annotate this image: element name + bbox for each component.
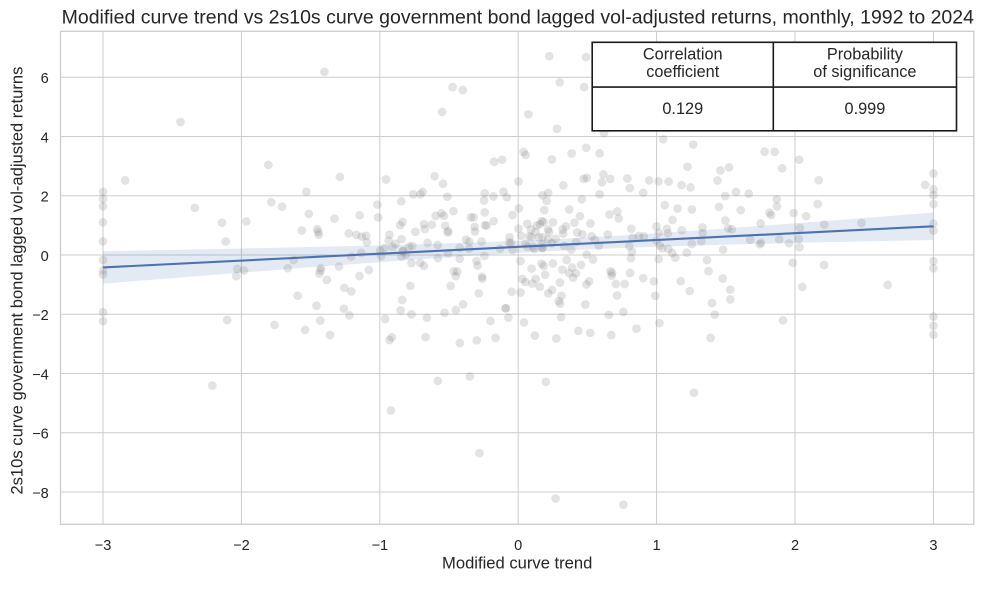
svg-text:0.999: 0.999: [845, 100, 886, 118]
svg-text:−6: −6: [32, 427, 49, 443]
svg-text:−1: −1: [371, 538, 388, 554]
svg-text:Correlation: Correlation: [643, 46, 723, 64]
svg-text:−4: −4: [32, 367, 49, 383]
svg-text:of significance: of significance: [813, 63, 916, 81]
svg-text:2s10s curve government bond la: 2s10s curve government bond lagged vol-a…: [7, 67, 26, 495]
svg-text:Modified curve trend vs 2s10s: Modified curve trend vs 2s10s curve gove…: [62, 6, 974, 28]
svg-text:0: 0: [514, 538, 522, 554]
svg-text:−8: −8: [32, 486, 49, 502]
svg-text:−2: −2: [32, 308, 49, 324]
svg-text:2: 2: [791, 538, 799, 554]
svg-text:6: 6: [41, 71, 49, 87]
svg-text:Modified curve trend: Modified curve trend: [442, 553, 592, 572]
svg-text:1: 1: [653, 538, 661, 554]
svg-text:2: 2: [41, 190, 49, 206]
svg-text:coefficient: coefficient: [646, 63, 719, 81]
svg-text:4: 4: [41, 130, 49, 146]
svg-text:−3: −3: [95, 538, 112, 554]
svg-text:−2: −2: [233, 538, 250, 554]
svg-text:0.129: 0.129: [662, 100, 703, 118]
svg-text:3: 3: [929, 538, 937, 554]
svg-text:Probability: Probability: [827, 46, 904, 64]
svg-text:0: 0: [41, 249, 49, 265]
